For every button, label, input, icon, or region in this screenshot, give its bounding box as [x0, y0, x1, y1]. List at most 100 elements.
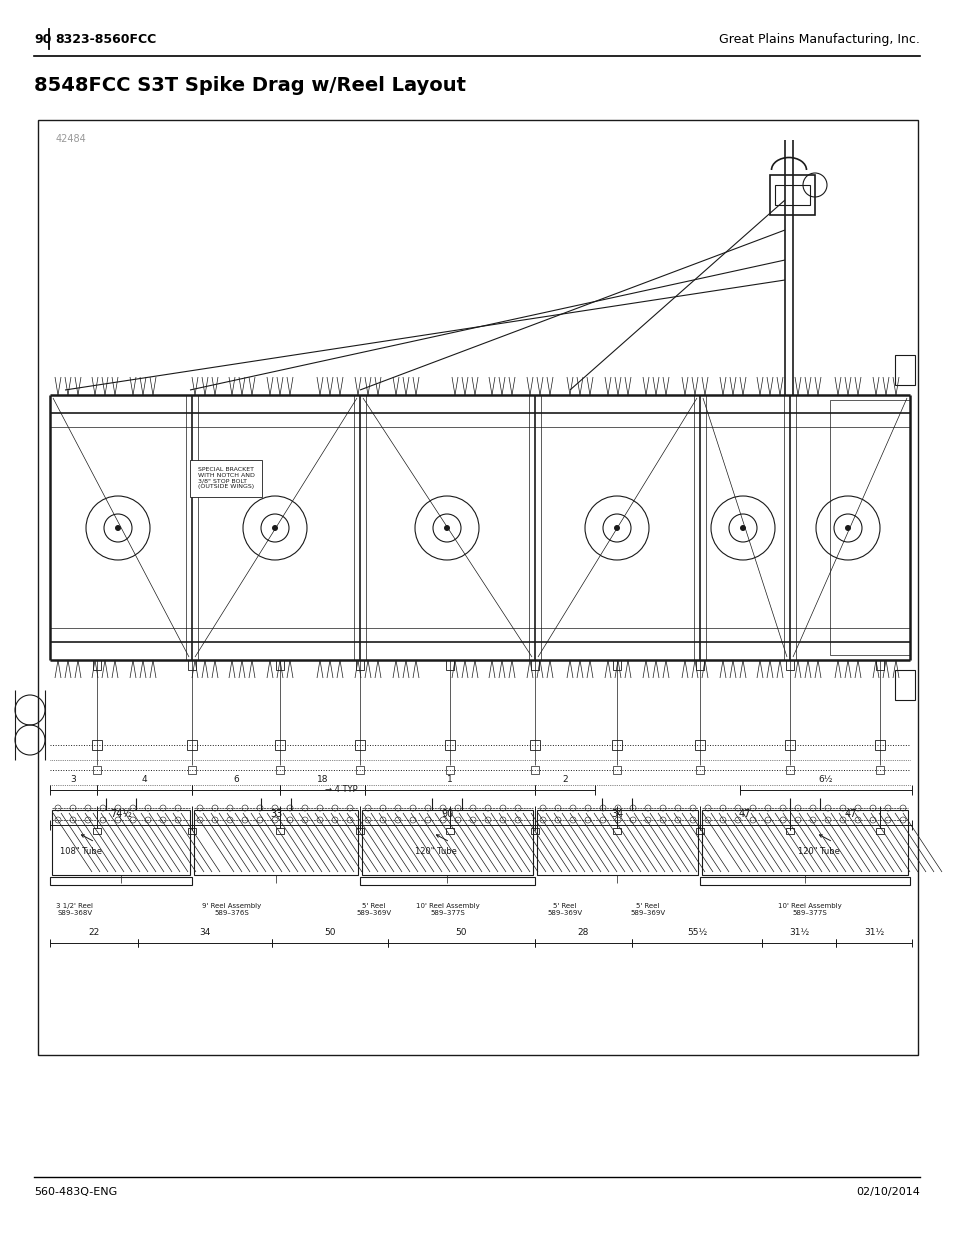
Text: 8323-8560FCC: 8323-8560FCC [55, 32, 156, 46]
Text: 18: 18 [316, 776, 328, 784]
Bar [695, 740, 704, 750]
Text: 1: 1 [447, 776, 453, 784]
Bar [875, 659, 883, 671]
Bar [784, 740, 794, 750]
Bar [537, 810, 698, 876]
Bar [875, 827, 883, 834]
Text: 33: 33 [270, 809, 282, 819]
Bar [91, 740, 102, 750]
Bar [612, 740, 621, 750]
Bar [894, 354, 914, 385]
Bar [274, 740, 285, 750]
Bar [613, 827, 620, 834]
Bar [188, 827, 195, 834]
Text: 34: 34 [611, 809, 623, 819]
Bar [531, 766, 538, 774]
Text: 108" Tube: 108" Tube [60, 847, 102, 856]
Text: 28: 28 [578, 927, 589, 937]
Circle shape [443, 525, 450, 531]
Bar [92, 827, 101, 834]
Circle shape [614, 525, 619, 531]
Text: 55½: 55½ [686, 927, 706, 937]
Text: 31½: 31½ [863, 927, 883, 937]
Text: 10' Reel Assembly
589–377S: 10' Reel Assembly 589–377S [416, 903, 479, 916]
Bar [275, 659, 284, 671]
Text: 10' Reel Assembly
589–377S: 10' Reel Assembly 589–377S [778, 903, 841, 916]
Bar [874, 740, 884, 750]
Text: 120" Tube: 120" Tube [415, 847, 456, 856]
Bar [875, 766, 883, 774]
Bar [187, 740, 196, 750]
Bar [613, 659, 620, 671]
Text: SPECIAL BRACKET
WITH NOTCH AND
3/8" STOP BOLT
(OUTSIDE WINGS): SPECIAL BRACKET WITH NOTCH AND 3/8" STOP… [198, 467, 254, 489]
Text: 31½: 31½ [788, 927, 808, 937]
Text: 5' Reel
589–369V: 5' Reel 589–369V [356, 903, 391, 916]
Bar [188, 766, 195, 774]
Text: 3: 3 [71, 776, 76, 784]
Bar [446, 766, 454, 774]
Text: 47: 47 [844, 809, 857, 819]
Circle shape [844, 525, 850, 531]
Text: 6: 6 [233, 776, 238, 784]
Bar [531, 827, 538, 834]
Circle shape [272, 525, 277, 531]
Bar [355, 827, 364, 834]
Bar [359, 877, 535, 885]
Text: 9' Reel Assembly
589–376S: 9' Reel Assembly 589–376S [202, 903, 261, 916]
Text: 42484: 42484 [56, 135, 87, 144]
Bar [92, 766, 101, 774]
Text: 560-483Q-ENG: 560-483Q-ENG [34, 1187, 117, 1197]
Bar [38, 120, 917, 1055]
Text: → 4 TYP: → 4 TYP [325, 785, 357, 794]
Bar [355, 740, 365, 750]
Bar [188, 659, 195, 671]
Bar [50, 877, 192, 885]
Text: 5' Reel
589–369V: 5' Reel 589–369V [630, 903, 665, 916]
Bar [696, 659, 703, 671]
Text: Great Plains Manufacturing, Inc.: Great Plains Manufacturing, Inc. [719, 32, 919, 46]
Bar [275, 766, 284, 774]
Text: 8548FCC S3T Spike Drag w/Reel Layout: 8548FCC S3T Spike Drag w/Reel Layout [34, 75, 465, 95]
Bar [700, 877, 909, 885]
Bar [696, 766, 703, 774]
Bar [92, 659, 101, 671]
Text: 47: 47 [738, 809, 750, 819]
Bar [52, 810, 190, 876]
Text: 3 1/2' Reel
S89–368V: 3 1/2' Reel S89–368V [56, 903, 93, 916]
Bar [785, 659, 793, 671]
Text: 50: 50 [456, 927, 467, 937]
Bar [446, 659, 454, 671]
Bar [530, 740, 539, 750]
Text: 90: 90 [34, 32, 51, 46]
Bar [785, 766, 793, 774]
Text: 22: 22 [89, 927, 99, 937]
Text: 4: 4 [142, 776, 147, 784]
Text: 90: 90 [441, 809, 453, 819]
Bar [769, 175, 814, 215]
Text: 6½: 6½ [818, 776, 832, 784]
Bar [193, 810, 357, 876]
Text: 74½: 74½ [110, 809, 132, 819]
Bar [829, 400, 909, 655]
Bar [444, 740, 455, 750]
Bar [774, 185, 809, 205]
Text: 5' Reel
589–369V: 5' Reel 589–369V [547, 903, 582, 916]
Bar [355, 659, 364, 671]
Bar [696, 827, 703, 834]
Text: 120" Tube: 120" Tube [797, 847, 839, 856]
Bar [785, 827, 793, 834]
Bar [613, 766, 620, 774]
Circle shape [115, 525, 121, 531]
Text: 02/10/2014: 02/10/2014 [855, 1187, 919, 1197]
Circle shape [740, 525, 745, 531]
Bar [355, 766, 364, 774]
Text: 2: 2 [561, 776, 567, 784]
Text: 34: 34 [199, 927, 211, 937]
Bar [894, 671, 914, 700]
Bar [275, 827, 284, 834]
Bar [446, 827, 454, 834]
Bar [361, 810, 533, 876]
Text: 50: 50 [324, 927, 335, 937]
Bar [701, 810, 907, 876]
Bar [531, 659, 538, 671]
